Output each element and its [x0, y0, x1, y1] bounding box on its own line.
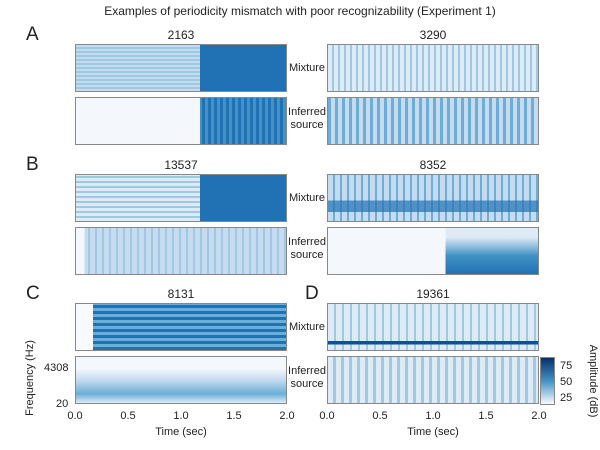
x-tick-label: 0.0 — [67, 410, 83, 422]
y-axis-label: Frequency (Hz) — [24, 340, 36, 416]
panel-letter: A — [26, 24, 39, 45]
x-tick-label: 0.0 — [319, 410, 335, 422]
mixture-label: Mixture — [288, 192, 326, 204]
panel-letter: B — [26, 154, 39, 175]
x-tick-label: 1.0 — [425, 410, 441, 422]
mixture-spectrogram — [327, 174, 539, 222]
colorbar — [540, 357, 555, 405]
x-tick-label: 1.5 — [226, 410, 242, 422]
panel-title: 8352 — [419, 158, 447, 172]
inferred-source-spectrogram — [75, 97, 287, 145]
inferred-source-label: Inferred source — [288, 365, 326, 390]
inferred-source-label: Inferred source — [288, 236, 326, 261]
panel-title: 8131 — [167, 287, 195, 301]
y-tick-label: 4308 — [44, 362, 69, 374]
figure-title: Examples of periodicity mismatch with po… — [104, 4, 496, 18]
mixture-spectrogram — [75, 303, 287, 351]
x-tick-label: 0.5 — [120, 410, 136, 422]
panel-letter: C — [26, 283, 40, 304]
x-axis-label: Time (sec) — [407, 426, 459, 438]
inferred-source-spectrogram — [327, 356, 539, 404]
mixture-label: Mixture — [288, 62, 326, 74]
inferred-source-spectrogram — [327, 227, 539, 275]
mixture-spectrogram — [327, 303, 539, 351]
mixture-spectrogram — [75, 174, 287, 222]
mixture-label: Mixture — [288, 321, 326, 333]
x-tick-label: 0.5 — [372, 410, 388, 422]
x-axis-label: Time (sec) — [155, 426, 207, 438]
colorbar-tick-label: 50 — [560, 376, 573, 388]
panel-title: 2163 — [167, 28, 195, 42]
colorbar-tick-label: 75 — [560, 360, 573, 372]
inferred-source-label: Inferred source — [288, 106, 326, 131]
mixture-spectrogram — [327, 44, 539, 92]
inferred-source-spectrogram — [327, 97, 539, 145]
panel-title: 19361 — [416, 287, 450, 301]
x-tick-label: 1.5 — [478, 410, 494, 422]
panel-letter: D — [305, 283, 319, 304]
x-tick-label: 2.0 — [531, 410, 547, 422]
inferred-source-spectrogram — [75, 227, 287, 275]
y-tick-label: 20 — [56, 398, 69, 410]
panel-title: 13537 — [164, 158, 198, 172]
colorbar-tick-label: 25 — [560, 392, 573, 404]
x-tick-label: 2.0 — [279, 410, 295, 422]
panel-title: 3290 — [419, 28, 447, 42]
x-tick-label: 1.0 — [173, 410, 189, 422]
mixture-spectrogram — [75, 44, 287, 92]
colorbar-label: Amplitude (dB) — [587, 344, 599, 418]
inferred-source-spectrogram — [75, 356, 287, 404]
